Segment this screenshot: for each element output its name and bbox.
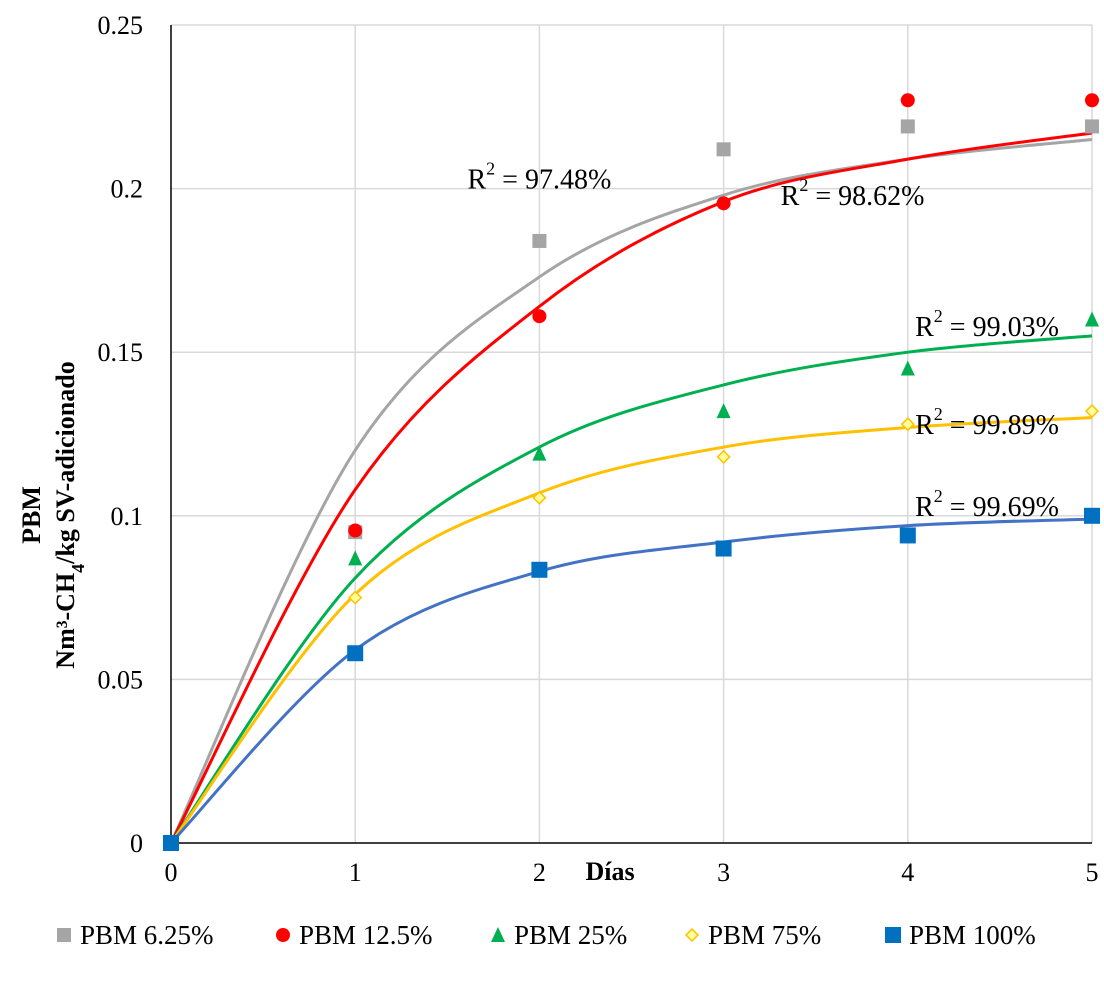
r2-value: = 99.89% — [943, 410, 1059, 441]
r2-superscript: 2 — [934, 404, 943, 424]
y-axis-title: PBM Nm³-CH4/kg SV-adicionado — [17, 361, 88, 668]
y-tick-label: 0.05 — [98, 665, 144, 694]
data-point-series-3 — [900, 360, 915, 376]
legend-item: PBM 6.25% — [57, 920, 214, 950]
data-point-series-5 — [715, 540, 732, 557]
r2-letter: R — [915, 312, 934, 343]
r2-superscript: 2 — [799, 175, 808, 195]
r2-value: = 99.69% — [943, 492, 1059, 523]
fit-curve-5 — [169, 517, 1093, 845]
y-tick-label: 0 — [130, 829, 143, 858]
data-point-series-5 — [347, 645, 364, 662]
r2-label: R2 = 99.03% — [915, 306, 1059, 343]
r2-superscript: 2 — [934, 306, 943, 326]
x-tick-label: 3 — [717, 858, 730, 887]
data-point-series-4 — [1084, 404, 1100, 419]
y-axis-title-line2: Nm³-CH4/kg SV-adicionado — [51, 361, 88, 668]
legend-marker — [491, 927, 505, 942]
r2-annotations: R2 = 97.48%R2 = 98.62%R2 = 99.03%R2 = 99… — [467, 159, 1058, 523]
legend-marker — [885, 927, 901, 943]
data-point-series-5 — [1084, 507, 1100, 524]
fit-curve-4 — [169, 416, 1093, 844]
legend-item: PBM 100% — [885, 920, 1036, 950]
legend-marker — [684, 927, 700, 943]
y-axis-title-subscript: 4 — [68, 564, 88, 573]
data-point-series-4 — [348, 590, 363, 605]
axes — [170, 25, 1092, 844]
r2-label: R2 = 98.62% — [781, 175, 925, 212]
fit-curves — [169, 131, 1093, 845]
r2-value: = 98.62% — [808, 181, 924, 212]
legend-label: PBM 100% — [909, 920, 1036, 950]
y-axis-title-part1: Nm³-CH — [51, 573, 80, 669]
data-point-series-4 — [716, 449, 731, 464]
x-tick-label: 1 — [349, 858, 362, 887]
data-point-series-1 — [532, 233, 547, 248]
legend-label: PBM 12.5% — [299, 920, 433, 950]
r2-label: R2 = 97.48% — [467, 159, 611, 196]
r2-letter: R — [781, 181, 800, 212]
legend-label: PBM 75% — [708, 920, 821, 950]
legend-item: PBM 12.5% — [276, 920, 433, 950]
tick-labels: 0 0.05 0.1 0.15 0.2 0.25 0 1 2 3 4 5 — [98, 11, 1099, 887]
data-point-series-2 — [348, 523, 363, 538]
data-point-series-4 — [900, 417, 915, 432]
data-point-series-3 — [1085, 311, 1099, 327]
x-tick-label: 4 — [901, 858, 914, 887]
r2-superscript: 2 — [934, 486, 943, 506]
data-point-series-2 — [1085, 93, 1099, 108]
r2-letter: R — [467, 165, 486, 196]
legend-marker — [57, 928, 71, 942]
r2-letter: R — [915, 410, 934, 441]
data-point-series-1 — [900, 119, 915, 134]
data-point-series-3 — [716, 403, 731, 419]
legend: PBM 6.25% PBM 12.5% PBM 25% PBM 75% PBM 100% — [57, 920, 1036, 950]
y-axis-title-line1: PBM — [17, 486, 46, 544]
data-point-series-1 — [716, 142, 731, 157]
data-point-series-2 — [532, 309, 547, 324]
r2-letter: R — [915, 492, 934, 523]
y-tick-label: 0.2 — [111, 175, 144, 204]
data-point-series-1 — [1085, 119, 1099, 134]
x-tick-label: 0 — [165, 858, 178, 887]
r2-value: = 97.48% — [495, 165, 611, 196]
r2-label: R2 = 99.69% — [915, 486, 1059, 523]
data-point-series-2 — [900, 93, 915, 108]
y-tick-label: 0.15 — [98, 338, 144, 367]
r2-value: = 99.03% — [943, 312, 1059, 343]
legend-item: PBM 75% — [684, 920, 821, 950]
data-point-series-5 — [899, 527, 916, 544]
legend-item: PBM 25% — [491, 920, 627, 950]
data-point-series-5 — [163, 835, 179, 851]
y-tick-label: 0.1 — [111, 502, 144, 531]
fit-curve-2 — [169, 131, 1093, 844]
legend-label: PBM 25% — [514, 920, 627, 950]
legend-label: PBM 6.25% — [80, 920, 214, 950]
y-tick-label: 0.25 — [98, 11, 144, 40]
r2-superscript: 2 — [486, 159, 495, 179]
x-tick-label: 2 — [533, 858, 546, 887]
data-points — [163, 93, 1100, 851]
legend-marker — [276, 928, 290, 942]
x-tick-label: 5 — [1086, 858, 1099, 887]
data-point-series-4 — [532, 490, 547, 505]
x-axis-title: Días — [585, 857, 634, 886]
grid-lines — [171, 24, 1093, 843]
r2-label: R2 = 99.89% — [915, 404, 1059, 441]
data-point-series-3 — [348, 550, 363, 566]
data-point-series-2 — [716, 196, 731, 211]
data-point-series-5 — [531, 561, 548, 578]
fit-curve-3 — [169, 334, 1093, 844]
y-axis-title-part2: /kg SV-adicionado — [51, 361, 80, 565]
data-point-series-3 — [532, 445, 547, 461]
